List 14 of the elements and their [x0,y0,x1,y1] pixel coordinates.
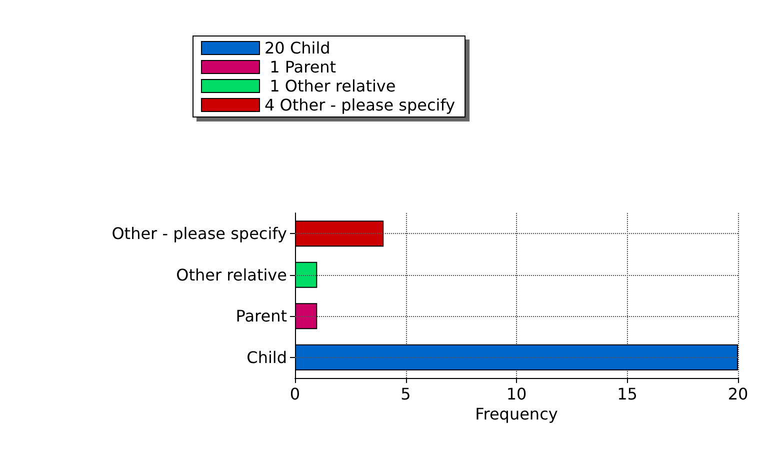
x-tick-label: 15 [617,384,638,404]
y-tick-label: Parent [236,306,287,326]
y-tick-label: Other - please specify [112,224,287,244]
y-tick-label: Other relative [176,265,287,284]
x-axis-title: Frequency [475,404,558,424]
legend-label: 4 Other - please specify [264,96,456,114]
x-tick-label: 0 [290,384,300,404]
x-tick-label: 10 [506,384,527,404]
y-tick-label: Child [246,348,287,367]
legend-label: 1 Parent [264,58,336,76]
x-tick-label: 20 [728,384,748,404]
legend-label: 1 Other relative [264,76,396,96]
x-tick-label: 5 [400,384,411,404]
legend-label: 20 Child [264,38,330,58]
